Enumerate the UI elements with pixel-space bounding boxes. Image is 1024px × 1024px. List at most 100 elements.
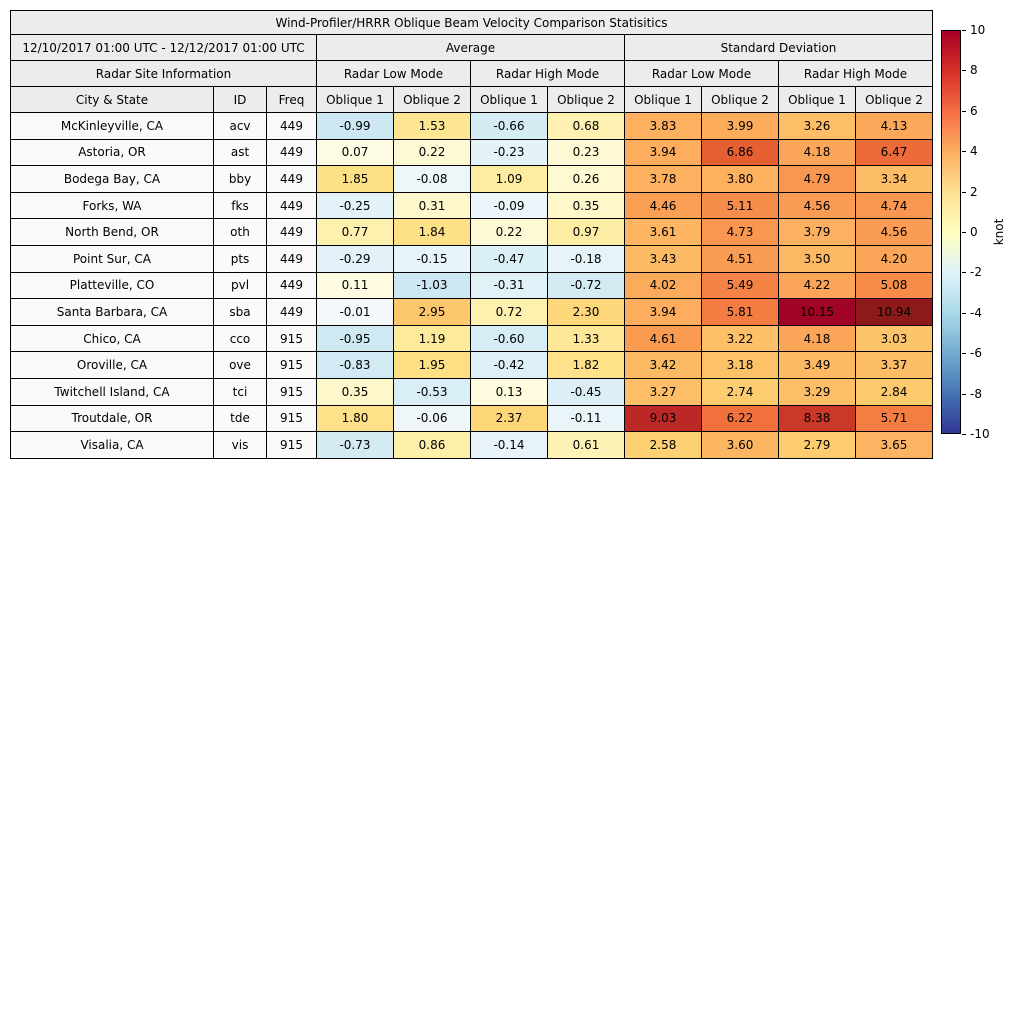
city-state-cell: North Bend, OR — [10, 218, 214, 246]
table-row: North Bend, OR oth 449 0.77 1.84 0.22 0.97 3.61… — [10, 218, 933, 246]
table-row: Chico, CA cco 915 -0.95 1.19 -0.60 1.33 4.61 3.2… — [10, 324, 933, 353]
value-cell: -0.42 — [470, 351, 548, 379]
city-state-cell: Forks, WA — [10, 191, 214, 220]
value-cell: 0.35 — [547, 191, 625, 220]
value-cell: 5.81 — [701, 298, 779, 326]
table-row: Astoria, OR ast 449 0.07 0.22 -0.23 0.23 3.94 6.… — [10, 138, 933, 167]
table-row: Twitchell Island, CA tci 915 0.35 -0.53 0.13-… — [10, 377, 933, 406]
site-id-cell: fks — [213, 191, 267, 220]
colorbar-tick-mark — [962, 393, 966, 395]
value-cell: -0.95 — [316, 324, 394, 353]
value-cell: 0.31 — [393, 191, 471, 220]
city-state-cell: Bodega Bay, CA — [10, 165, 214, 193]
value-cell: -0.99 — [316, 112, 394, 140]
value-cell: -0.72 — [547, 271, 625, 300]
value-cell: -0.83 — [316, 351, 394, 379]
colorbar-tick-label: 6 — [970, 103, 978, 118]
value-cell: 4.74 — [855, 191, 933, 220]
value-cell: 0.23 — [547, 138, 625, 167]
value-cell: 4.02 — [624, 271, 702, 300]
value-cell: -0.66 — [470, 112, 548, 140]
value-cell: 0.61 — [547, 431, 625, 459]
colorbar-tick-label: 2 — [970, 184, 978, 199]
value-cell: 2.95 — [393, 298, 471, 326]
value-cell: -0.53 — [393, 377, 471, 406]
value-cell: 8.38 — [778, 404, 856, 433]
value-cell: 3.42 — [624, 351, 702, 379]
average-group-header: Average — [316, 34, 625, 61]
colorbar-tick-mark — [962, 70, 966, 72]
value-cell: 0.35 — [316, 377, 394, 406]
value-cell: 1.82 — [547, 351, 625, 379]
value-cell: -0.29 — [316, 244, 394, 273]
table-row: Forks, WA fks 449 -0.25 0.31 -0.09 0.35 4.46 5.1… — [10, 191, 933, 220]
site-id-cell: ove — [213, 351, 267, 379]
colorbar-tick-mark — [962, 191, 966, 193]
site-id-cell: vis — [213, 431, 267, 459]
value-cell: -0.08 — [393, 165, 471, 193]
mode-header-average-high: Radar High Mode — [470, 60, 625, 87]
colorbar-tick-label: -8 — [970, 386, 982, 401]
value-cell: -0.47 — [470, 244, 548, 273]
value-cell: 4.22 — [778, 271, 856, 300]
colorbar-tick-label: 10 — [970, 23, 986, 37]
table-row: Bodega Bay, CA bby 449 1.85 -0.08 1.09 0.26 3.7… — [10, 165, 933, 193]
column-header-oblique1-std-low: Oblique 1 — [624, 86, 702, 113]
column-header-oblique1-avg-low: Oblique 1 — [316, 86, 394, 113]
freq-cell: 449 — [266, 271, 317, 300]
value-cell: 3.80 — [701, 165, 779, 193]
value-cell: 2.37 — [470, 404, 548, 433]
city-state-cell: Santa Barbara, CA — [10, 298, 214, 326]
value-cell: 3.34 — [855, 165, 933, 193]
column-header-id: ID — [213, 86, 267, 113]
value-cell: 5.08 — [855, 271, 933, 300]
colorbar-tick-mark — [962, 312, 966, 314]
value-cell: 0.22 — [393, 138, 471, 167]
value-cell: 4.73 — [701, 218, 779, 246]
value-cell: 3.50 — [778, 244, 856, 273]
site-id-cell: ast — [213, 138, 267, 167]
table-row: Platteville, CO pvl 449 0.11 -1.03 -0.31 -0.72… — [10, 271, 933, 300]
site-id-cell: bby — [213, 165, 267, 193]
column-header-oblique1-std-high: Oblique 1 — [778, 86, 856, 113]
value-cell: 2.79 — [778, 431, 856, 459]
column-header-oblique2-avg-high: Oblique 2 — [547, 86, 625, 113]
value-cell: 9.03 — [624, 404, 702, 433]
value-cell: 1.19 — [393, 324, 471, 353]
value-cell: 4.13 — [855, 112, 933, 140]
freq-cell: 449 — [266, 165, 317, 193]
value-cell: 3.78 — [624, 165, 702, 193]
stddev-group-header: Standard Deviation — [624, 34, 933, 61]
value-cell: 4.56 — [778, 191, 856, 220]
value-cell: 0.22 — [470, 218, 548, 246]
value-cell: 6.22 — [701, 404, 779, 433]
value-cell: 3.94 — [624, 298, 702, 326]
value-cell: 3.18 — [701, 351, 779, 379]
table-row: Santa Barbara, CA sba 449 -0.01 2.95 0.72 2.30… — [10, 298, 933, 326]
value-cell: 5.71 — [855, 404, 933, 433]
table-row: Visalia, CA vis 915 -0.73 0.86 -0.14 0.61 2.58 3… — [10, 431, 933, 459]
value-cell: 1.85 — [316, 165, 394, 193]
value-cell: 2.74 — [701, 377, 779, 406]
colorbar-gradient — [941, 30, 961, 434]
value-cell: 3.79 — [778, 218, 856, 246]
value-cell: 3.83 — [624, 112, 702, 140]
colorbar-tick-label: -2 — [970, 265, 982, 280]
freq-cell: 915 — [266, 351, 317, 379]
value-cell: -0.11 — [547, 404, 625, 433]
value-cell: 1.84 — [393, 218, 471, 246]
value-cell: 0.11 — [316, 271, 394, 300]
colorbar-tick-mark — [962, 434, 966, 435]
value-cell: -0.01 — [316, 298, 394, 326]
value-cell: -0.09 — [470, 191, 548, 220]
city-state-cell: Point Sur, CA — [10, 244, 214, 273]
freq-cell: 915 — [266, 404, 317, 433]
site-id-cell: pts — [213, 244, 267, 273]
freq-cell: 449 — [266, 112, 317, 140]
city-state-cell: McKinleyville, CA — [10, 112, 214, 140]
value-cell: 4.79 — [778, 165, 856, 193]
value-cell: 3.03 — [855, 324, 933, 353]
site-id-cell: tci — [213, 377, 267, 406]
value-cell: 10.94 — [855, 298, 933, 326]
value-cell: -0.25 — [316, 191, 394, 220]
